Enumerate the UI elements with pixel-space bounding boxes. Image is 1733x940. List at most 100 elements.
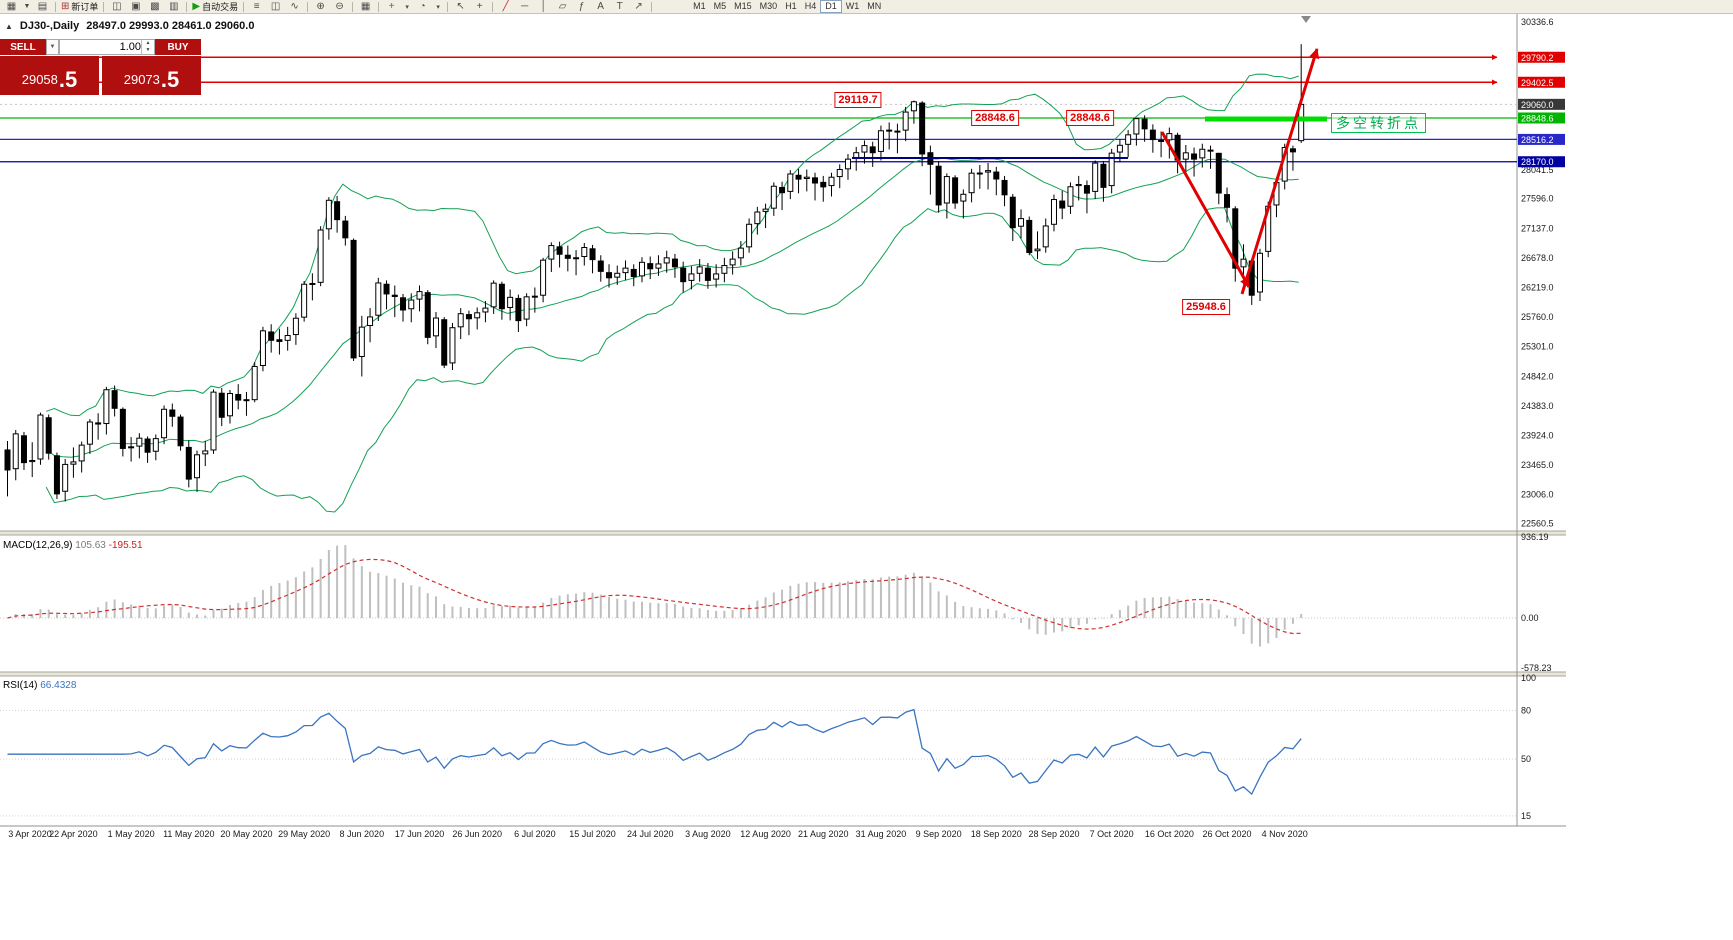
volume-dropdown-button[interactable]: ▼ [46,39,59,55]
candle-body [663,257,670,264]
line-chart-button[interactable]: ∿ [285,0,304,13]
candle-body [1207,149,1214,152]
timeframe-H4[interactable]: H4 [804,1,817,11]
crosshair-tool-button[interactable]: + [470,0,489,13]
candle-body [490,282,497,308]
volume-value[interactable]: 1.00 [119,41,141,53]
candle-body [202,450,209,455]
candle-body [1092,162,1099,192]
candle-body [919,102,926,155]
candle [12,429,19,481]
candle [1050,194,1057,232]
candle-body [1149,129,1156,141]
price-axis: 30336.6 28041.5 27596.0 27137.0 26678.0 26219… [1518,17,1565,528]
spinner-up-icon[interactable]: ▲ [145,40,151,46]
auto-trading-button[interactable]: ▶ 自动交易 [190,0,240,13]
candle [828,172,835,197]
spinner-down-icon[interactable]: ▼ [145,47,151,53]
terminal-button[interactable]: ▥ [164,0,183,13]
candle-body [169,409,176,417]
timeframe-D1[interactable]: D1 [820,0,842,13]
new-order-button[interactable]: ⊞ 新订单 [59,0,100,13]
bollinger-middle[interactable] [45,157,1299,458]
hline-tool-button[interactable]: ─ [515,0,534,13]
candle-body [37,414,44,460]
candle-body [1018,218,1025,227]
timeframe-M30[interactable]: M30 [759,1,778,11]
trendline-tool-button[interactable]: ╱ [496,0,515,13]
periods-list-button[interactable]: ▾ [432,0,444,13]
candle-body [976,172,983,175]
candle [1215,152,1222,205]
candle-body [589,248,596,261]
candle [1174,132,1181,174]
candle [531,287,538,313]
rsi-line [7,708,1302,796]
fibonacci-tool-button[interactable]: ƒ [572,0,591,13]
zoom-out-button[interactable]: ⊖ [330,0,349,13]
sell-price-pips: .5 [58,67,78,92]
bollinger-lower[interactable] [45,207,1299,513]
channel-tool-button[interactable]: ▱ [553,0,572,13]
sell-price-button[interactable]: 29058 .5 [0,56,99,95]
candle [95,413,102,440]
price-axis-label: 30336.6 [1521,17,1554,27]
candle [729,251,736,275]
candle [713,264,720,288]
price-tag-text: 29402.5 [1521,78,1554,88]
candle-body [103,389,110,425]
candle [243,391,250,416]
zoom-in-button[interactable]: ⊕ [311,0,330,13]
candle-body [507,296,514,308]
timeframe-M1[interactable]: M1 [693,1,706,11]
timeframe-W1[interactable]: W1 [845,1,860,11]
arrow-tool-button[interactable]: ↗ [629,0,648,13]
time-axis-label: 3 Aug 2020 [685,829,731,839]
sell-button[interactable]: SELL [0,39,46,55]
trend-arrow-down[interactable] [1160,131,1251,288]
price-axis-label: 28041.5 [1521,165,1554,175]
candlestick-button[interactable]: ◫ [266,0,285,13]
candle [515,294,522,332]
volume-field[interactable]: 1.00 ▲ ▼ [59,39,155,55]
cursor-tool-button[interactable]: ↖ [451,0,470,13]
candle [111,385,118,417]
candle-body [465,314,472,320]
bar-chart-button[interactable]: ≡ [247,0,266,13]
candle [268,324,275,353]
tile-windows-button[interactable]: ▦ [356,0,375,13]
candle [993,166,1000,196]
candle [169,403,176,427]
candle [696,259,703,282]
candle [910,100,917,124]
price-axis-label: 24383.0 [1521,401,1554,411]
candle [647,256,654,280]
profiles-button[interactable]: ▤ [33,0,52,13]
market-watch-button[interactable]: ◫ [107,0,126,13]
buy-button[interactable]: BUY [155,39,201,55]
candle [482,301,489,323]
indicators-button[interactable]: + [382,0,401,13]
periods-button[interactable]: ◔ [413,0,432,13]
trend-arrow-up[interactable] [1240,48,1320,295]
data-window-button[interactable]: ▣ [126,0,145,13]
vline-tool-button[interactable]: │ [534,0,553,13]
timeframe-H1[interactable]: H1 [785,1,797,11]
macd-header: MACD(12,26,9) 105.63 -195.51 [3,540,143,551]
candle [573,250,580,276]
new-chart-button[interactable]: ▦ [2,0,21,13]
candle [1018,209,1025,239]
navigator-button[interactable]: ▩ [145,0,164,13]
candle-body [62,463,69,492]
timeframe-M5[interactable]: M5 [713,1,727,11]
text-tool-button[interactable]: A [591,0,610,13]
buy-price-button[interactable]: 29073 .5 [102,56,201,95]
timeframe-MN[interactable]: MN [867,1,882,11]
bollinger-upper[interactable] [46,73,1299,417]
indicators-list-button[interactable]: ▾ [401,0,413,13]
label-icon: T [616,1,623,12]
timeframe-M15[interactable]: M15 [734,1,752,11]
chart-list-button[interactable]: ▼ [21,0,33,13]
label-tool-button[interactable]: T [610,0,629,13]
